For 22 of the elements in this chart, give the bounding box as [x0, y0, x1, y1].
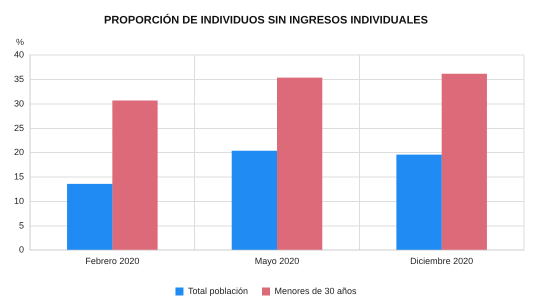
bar	[67, 184, 112, 250]
bar	[277, 78, 322, 250]
legend-label: Total población	[188, 286, 248, 296]
bar	[442, 74, 487, 250]
y-tick-label: 0	[18, 244, 24, 255]
legend-label: Menores de 30 años	[274, 286, 358, 296]
y-tick-label: 20	[14, 147, 24, 158]
x-tick-label: Mayo 2020	[254, 256, 300, 266]
y-tick-label: 5	[18, 220, 24, 230]
y-tick-label: 10	[14, 196, 24, 206]
bar	[396, 154, 442, 250]
y-tick-label: 35	[14, 74, 24, 84]
bar	[112, 100, 158, 250]
x-tick-label: Diciembre 2020	[410, 256, 474, 266]
bar	[232, 150, 278, 250]
x-tick-label: Febrero 2020	[85, 256, 140, 266]
y-tick-label: 15	[14, 172, 24, 182]
y-tick-label: 25	[14, 122, 24, 133]
y-tick-label: 30	[14, 98, 24, 108]
y-tick-label: 40	[14, 50, 24, 60]
chart-title: PROPORCIÓN DE INDIVIDUOS SIN INGRESOS INDIVIDUALES	[104, 14, 428, 27]
y-axis-title: %	[16, 37, 24, 48]
